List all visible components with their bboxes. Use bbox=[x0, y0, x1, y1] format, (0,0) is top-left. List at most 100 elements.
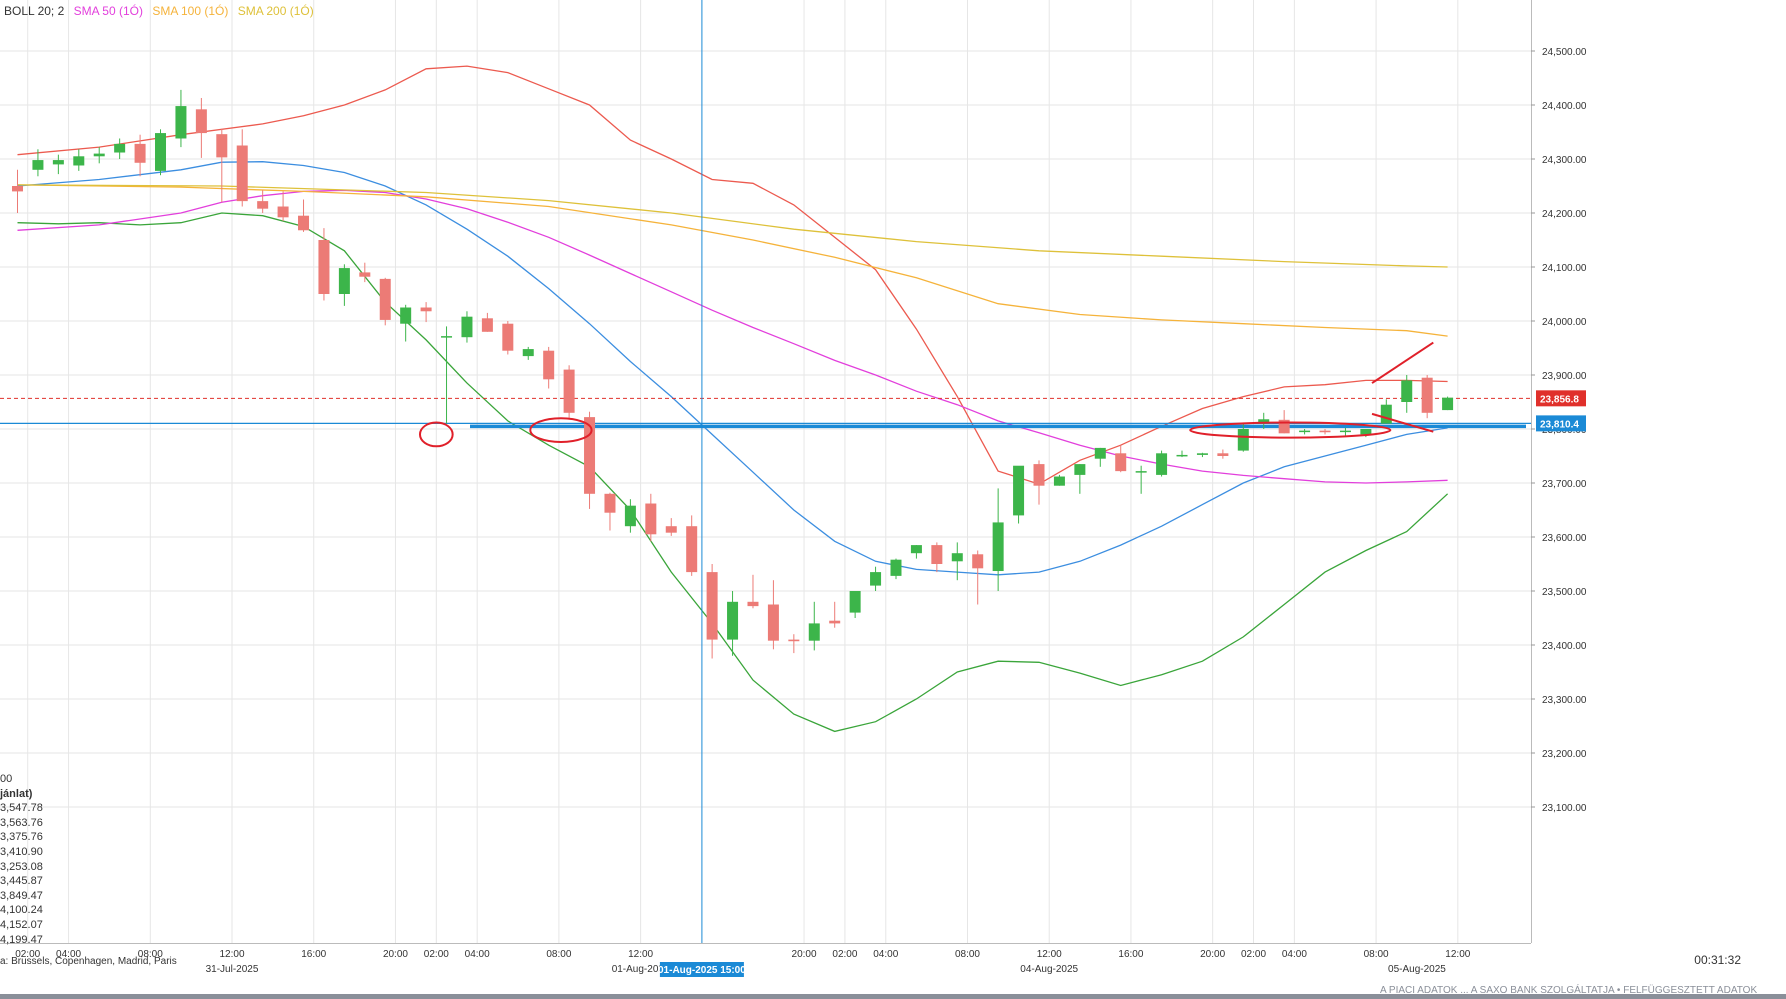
candle-bullish bbox=[1299, 430, 1311, 433]
candle-bearish bbox=[604, 493, 616, 513]
candle-bullish bbox=[32, 160, 44, 170]
candle-bearish bbox=[706, 572, 718, 640]
series-line-boll_upper bbox=[17, 65, 1448, 485]
candle-bearish bbox=[747, 601, 759, 607]
candle-bullish bbox=[52, 160, 64, 165]
annotation-wedge-line bbox=[1371, 412, 1434, 433]
candle-bearish bbox=[195, 109, 207, 134]
series-line-sma50 bbox=[17, 189, 1448, 484]
candle-bearish bbox=[563, 369, 575, 413]
x-axis-tick-label: 08:00 bbox=[955, 949, 980, 960]
x-axis-tick-label: 16:00 bbox=[301, 949, 326, 960]
candle-bullish bbox=[1053, 476, 1065, 486]
x-axis-date-label: 01-Aug-2025 bbox=[612, 964, 670, 975]
candle-bearish bbox=[931, 545, 943, 564]
candle-bullish bbox=[114, 143, 126, 153]
info-value: 3,253.08 bbox=[0, 860, 43, 873]
y-axis-tick-label: 23,100.00 bbox=[1542, 803, 1587, 814]
candle-bullish bbox=[1237, 429, 1249, 451]
countdown-clock: 00:31:32 bbox=[1694, 953, 1741, 967]
info-value: 3,445.87 bbox=[0, 875, 43, 888]
legend-boll[interactable]: BOLL 20; 2 bbox=[4, 4, 65, 18]
legend-sma200[interactable]: SMA 200 (1Ó) bbox=[237, 4, 314, 18]
price-tag bbox=[1536, 415, 1586, 432]
candle-bullish bbox=[849, 591, 861, 613]
price-tag-label: 23,856.8 bbox=[1540, 394, 1579, 405]
candle-bullish bbox=[1094, 447, 1106, 459]
candle-bullish bbox=[73, 156, 85, 166]
x-axis-tick-label: 20:00 bbox=[383, 949, 408, 960]
candle-bullish bbox=[1074, 464, 1086, 475]
candle-bullish bbox=[522, 349, 534, 357]
candle-bearish bbox=[1319, 430, 1331, 433]
x-axis-tick-label: 12:00 bbox=[1037, 949, 1062, 960]
info-value: 3,563.76 bbox=[0, 816, 43, 829]
candle-bullish bbox=[1196, 453, 1208, 455]
indicator-legend: BOLL 20; 2 SMA 50 (1Ó) SMA 100 (1Ó) SMA … bbox=[4, 4, 320, 18]
x-axis-tick-label: 02:00 bbox=[832, 949, 857, 960]
x-axis-tick-label: 12:00 bbox=[1445, 949, 1470, 960]
candle-bearish bbox=[767, 604, 779, 641]
y-axis-tick-label: 23,600.00 bbox=[1542, 533, 1587, 544]
y-axis-tick-label: 23,700.00 bbox=[1542, 479, 1587, 490]
price-tag bbox=[1536, 390, 1586, 407]
candle-bullish bbox=[870, 572, 882, 586]
candle-bullish bbox=[155, 133, 167, 171]
candle-bearish bbox=[1421, 377, 1433, 413]
candle-bullish bbox=[400, 307, 412, 324]
candle-bullish bbox=[461, 316, 473, 338]
candle-bullish bbox=[1380, 404, 1392, 424]
x-axis-tick-label: 08:00 bbox=[546, 949, 571, 960]
x-axis-date-label: 05-Aug-2025 bbox=[1388, 964, 1446, 975]
candle-bullish bbox=[1135, 471, 1147, 473]
markets-note: a: Brussels, Copenhagen, Madrid, Paris bbox=[0, 956, 177, 967]
y-axis-tick-label: 23,500.00 bbox=[1542, 587, 1587, 598]
candle-bullish bbox=[1401, 380, 1413, 402]
x-axis-tick-label: 04:00 bbox=[56, 949, 81, 960]
price-tag-label: 23,810.4 bbox=[1540, 419, 1579, 430]
annotation-wedge-line bbox=[1371, 341, 1434, 384]
candle-bullish bbox=[890, 559, 902, 576]
candle-bearish bbox=[788, 639, 800, 642]
candle-bearish bbox=[318, 240, 330, 294]
info-value: 3,849.47 bbox=[0, 889, 43, 902]
candle-bullish bbox=[992, 522, 1004, 572]
y-axis-tick-label: 23,200.00 bbox=[1542, 749, 1587, 760]
x-axis-tick-label: 12:00 bbox=[219, 949, 244, 960]
candle-bullish bbox=[1176, 454, 1188, 457]
candle-bearish bbox=[236, 145, 248, 202]
candle-bullish bbox=[338, 268, 350, 294]
x-axis-tick-label: 04:00 bbox=[1282, 949, 1307, 960]
y-axis-tick-label: 24,100.00 bbox=[1542, 263, 1587, 274]
legend-sma50[interactable]: SMA 50 (1Ó) bbox=[73, 4, 143, 18]
candle-bullish bbox=[727, 601, 739, 640]
x-axis-tick-label: 04:00 bbox=[873, 949, 898, 960]
candle-bearish bbox=[543, 350, 555, 380]
candle-bullish bbox=[441, 336, 453, 338]
candle-bullish bbox=[1258, 419, 1270, 424]
series-line-boll_mid bbox=[17, 161, 1448, 576]
y-axis-tick-label: 24,200.00 bbox=[1542, 209, 1587, 220]
y-axis-tick-label: 23,400.00 bbox=[1542, 641, 1587, 652]
info-value: 3,547.78 bbox=[0, 802, 43, 815]
annotation-ellipse bbox=[418, 421, 454, 448]
candle-bearish bbox=[134, 143, 146, 163]
x-axis-tick-label: 20:00 bbox=[792, 949, 817, 960]
candle-bearish bbox=[481, 318, 493, 332]
x-axis-tick-label: 12:00 bbox=[628, 949, 653, 960]
candle-bullish bbox=[1156, 453, 1168, 475]
legend-sma100[interactable]: SMA 100 (1Ó) bbox=[152, 4, 229, 18]
candle-bearish bbox=[420, 307, 432, 312]
crosshair-label-box bbox=[659, 962, 744, 977]
candle-bearish bbox=[686, 526, 698, 573]
y-axis-tick-label: 24,500.00 bbox=[1542, 47, 1587, 58]
candle-bullish bbox=[624, 505, 636, 527]
candle-bearish bbox=[1217, 453, 1229, 456]
candle-bearish bbox=[277, 206, 289, 218]
x-axis-date-label: 31-Jul-2025 bbox=[206, 964, 259, 975]
candle-bullish bbox=[1360, 429, 1372, 435]
x-axis-tick-label: 02:00 bbox=[424, 949, 449, 960]
candle-bearish bbox=[1278, 419, 1290, 434]
